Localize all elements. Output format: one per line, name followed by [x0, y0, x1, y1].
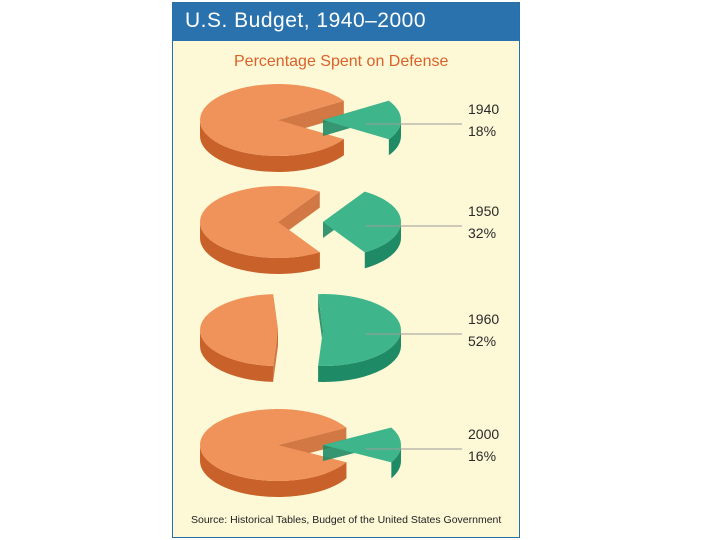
defense-slice	[323, 191, 401, 253]
defense-slice	[323, 100, 401, 140]
other-slice	[200, 294, 278, 366]
chart-title: U.S. Budget, 1940–2000	[185, 9, 427, 32]
year-label: 1940	[468, 101, 499, 117]
year-label: 1950	[468, 203, 499, 219]
defense-slice-side	[388, 120, 401, 156]
year-label: 1960	[468, 311, 499, 327]
defense-slice-wall	[318, 294, 323, 346]
other-slice-side	[200, 120, 344, 172]
percent-label: 52%	[468, 333, 496, 349]
percent-label: 32%	[468, 225, 496, 241]
year-label: 2000	[468, 426, 499, 442]
other-slice	[199, 186, 320, 258]
percent-label: 18%	[468, 123, 496, 139]
other-slice-side	[200, 330, 274, 382]
pie-1940: 1940 18%	[200, 84, 499, 172]
other-slice	[200, 409, 347, 481]
defense-slice-side	[364, 222, 401, 269]
defense-slice	[318, 294, 402, 366]
title-bar: U.S. Budget, 1940–2000	[173, 3, 519, 41]
other-slice-wall	[278, 191, 320, 238]
other-slice-wall	[273, 330, 278, 382]
pie-2000: 2000 16%	[200, 409, 499, 497]
pie-1960: 1960 52%	[200, 294, 499, 382]
defense-slice-side	[318, 330, 401, 382]
percent-label: 16%	[468, 448, 496, 464]
pie-1950: 1950 32%	[199, 186, 499, 274]
defense-slice	[323, 427, 402, 463]
chart-subtitle: Percentage Spent on Defense	[234, 53, 449, 70]
other-slice	[200, 84, 344, 156]
defense-slice-side	[391, 445, 401, 479]
other-slice-side	[200, 222, 320, 274]
other-slice-side	[200, 445, 347, 497]
chart-source: Source: Historical Tables, Budget of the…	[191, 514, 502, 526]
